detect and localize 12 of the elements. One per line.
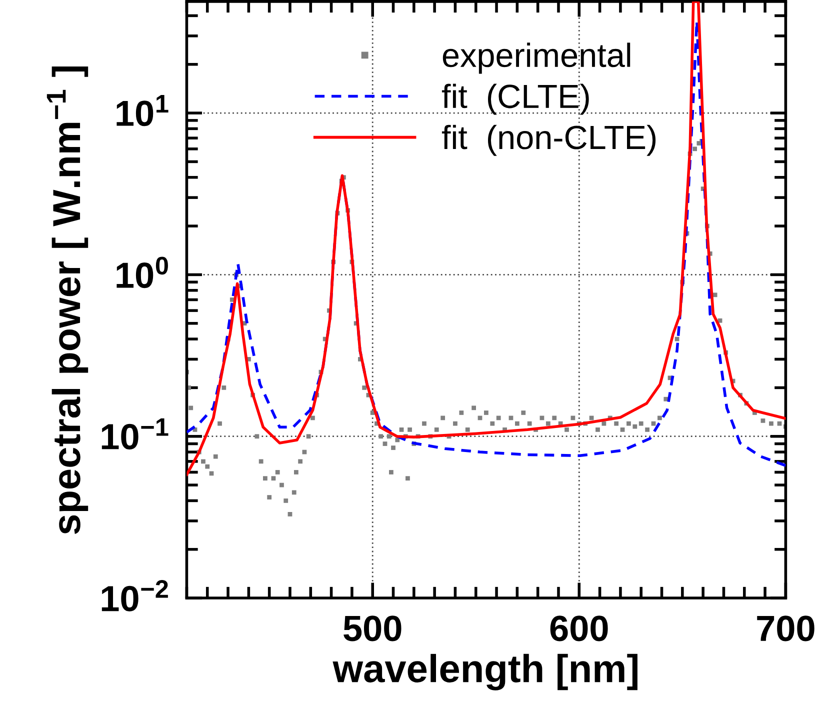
y-axis-title: spectral power [ W.nm$^{−1}$ ] [46, 66, 88, 534]
legend-label: experimental [442, 42, 630, 74]
x-axis-title: wavelength [nm] [332, 654, 638, 690]
y-tick-label: 10$^{−2}$ [102, 580, 168, 612]
x-tick-label: 500 [344, 616, 402, 642]
x-tick-label: 600 [550, 616, 608, 642]
x-tick-label: 700 [757, 616, 814, 642]
legend-label: fit (CLTE) [442, 84, 589, 115]
y-tick-label: 10$^{0}$ [116, 256, 168, 288]
y-tick-label: 10$^{1}$ [116, 95, 168, 126]
legend-label: fit (non-CLTE) [442, 124, 656, 156]
y-tick-label: 10$^{−1}$ [102, 418, 168, 450]
